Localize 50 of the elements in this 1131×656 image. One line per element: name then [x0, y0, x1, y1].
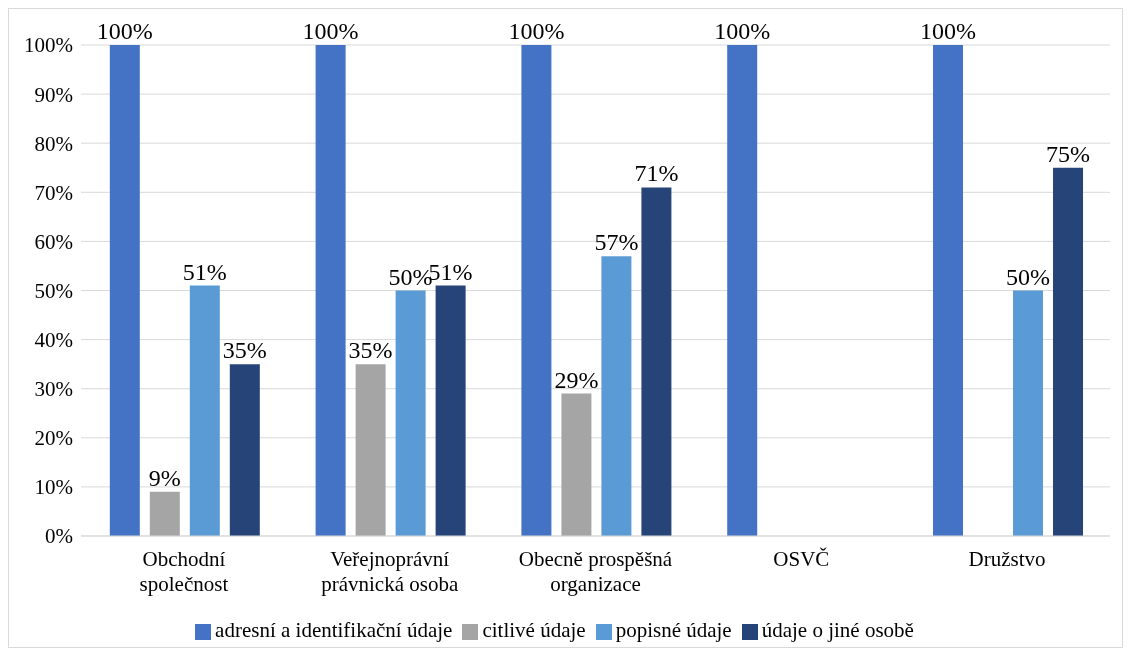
data-label: 100%	[302, 18, 359, 44]
y-tick-label: 90%	[34, 82, 73, 107]
y-tick-label: 50%	[34, 278, 73, 303]
bar	[395, 290, 426, 536]
y-tick-label: 40%	[34, 328, 73, 353]
x-tick-label: Obecně prospěšná organizace	[518, 547, 673, 596]
bar	[521, 45, 552, 536]
data-label: 9%	[148, 464, 181, 491]
data-label: 100%	[714, 18, 771, 44]
legend-label: údaje o jiné osobě	[761, 618, 914, 642]
data-label: 35%	[348, 337, 393, 364]
y-tick-label: 80%	[34, 131, 73, 156]
data-label: 100%	[508, 18, 565, 44]
bar	[601, 256, 632, 536]
data-label: 50%	[1006, 263, 1051, 290]
y-tick-label: 30%	[34, 377, 73, 402]
data-label: 29%	[554, 366, 599, 393]
data-label: 75%	[1046, 140, 1091, 167]
x-tick-label: Družstvo	[968, 547, 1046, 571]
bar	[727, 45, 758, 536]
y-tick-label: 0%	[45, 524, 73, 549]
bar	[355, 364, 386, 536]
data-label: 57%	[594, 229, 639, 256]
y-tick-label: 10%	[34, 475, 73, 500]
legend-label: citlivé údaje	[482, 618, 586, 642]
data-label: 100%	[920, 18, 977, 44]
bar	[109, 45, 140, 536]
bar	[641, 187, 672, 536]
bar	[933, 45, 964, 536]
bar	[149, 491, 180, 536]
x-tick-label: Veřejnoprávní právnická osoba	[321, 547, 459, 596]
legend-label: popisné údaje	[615, 618, 732, 642]
data-label: 100%	[96, 18, 153, 44]
y-tick-label: 60%	[34, 229, 73, 254]
x-tick-label: OSVČ	[773, 547, 830, 571]
legend-label: adresní a identifikační údaje	[215, 618, 453, 642]
bar	[315, 45, 346, 536]
bar	[561, 393, 592, 536]
bar	[1013, 290, 1044, 536]
y-tick-label: 70%	[34, 180, 73, 205]
data-label: 51%	[182, 258, 227, 285]
bar	[435, 285, 466, 536]
bar	[189, 285, 220, 536]
y-tick-label: 100%	[24, 33, 73, 58]
x-tick-label: Obchodní společnost	[139, 547, 229, 596]
bar	[1053, 167, 1084, 536]
y-tick-label: 20%	[34, 426, 73, 451]
data-label: 71%	[634, 160, 679, 187]
data-label: 35%	[222, 337, 267, 364]
bar	[229, 364, 260, 536]
